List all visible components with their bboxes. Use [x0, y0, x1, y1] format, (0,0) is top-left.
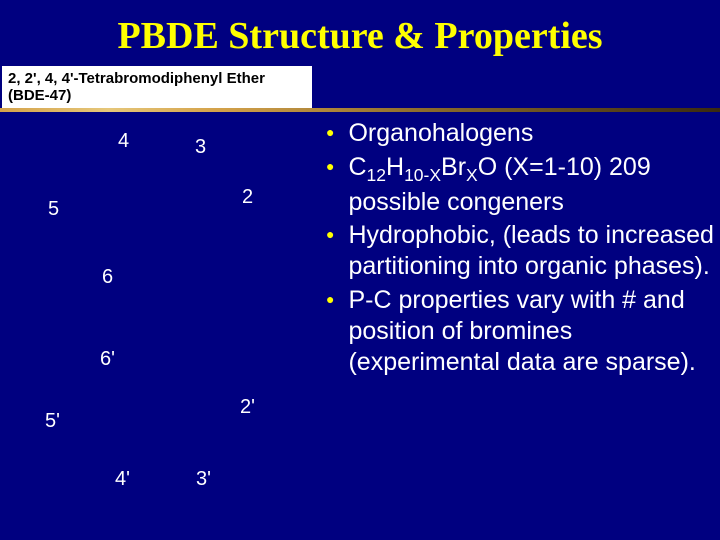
pos-6: 6	[102, 266, 113, 289]
bullet-icon: ●	[324, 220, 348, 252]
pos-4p: 4'	[115, 468, 130, 491]
bullet-4: ● P-C properties vary with # and positio…	[324, 285, 720, 379]
b2-subx: X	[466, 165, 478, 185]
pos-3p: 3'	[196, 468, 211, 491]
pos-4: 4	[118, 130, 129, 153]
b2-h: H	[386, 153, 404, 181]
content-row: 4 3 2 5 6 6' 2' 5' 4' 3' ● Organohalogen…	[0, 112, 720, 518]
b2-sub10x: 10-X	[404, 165, 441, 185]
pos-2p: 2'	[240, 396, 255, 419]
pos-6p: 6'	[100, 348, 115, 371]
subtitle-bar: 2, 2', 4, 4'-Tetrabromodiphenyl Ether (B…	[2, 66, 312, 108]
bullet-icon: ●	[324, 285, 348, 317]
pos-2: 2	[242, 186, 253, 209]
bullet-1: ● Organohalogens	[324, 118, 720, 150]
bullet-3: ● Hydrophobic, (leads to increased parti…	[324, 220, 720, 283]
bullet-2-text: C12H10-XBrXO (X=1-10) 209 possible conge…	[348, 152, 720, 218]
pos-5p: 5'	[45, 410, 60, 433]
b2-br: Br	[441, 153, 466, 181]
bullet-icon: ●	[324, 152, 348, 184]
structure-diagram: 4 3 2 5 6 6' 2' 5' 4' 3'	[0, 118, 320, 518]
bullet-3-text: Hydrophobic, (leads to increased partiti…	[348, 220, 720, 283]
bullet-1-text: Organohalogens	[348, 118, 533, 149]
pos-3: 3	[195, 136, 206, 159]
bullet-2: ● C12H10-XBrXO (X=1-10) 209 possible con…	[324, 152, 720, 218]
b2-sub12: 12	[367, 165, 386, 185]
bullet-4-text: P-C properties vary with # and position …	[348, 285, 720, 379]
b2-c: C	[348, 153, 366, 181]
pos-5: 5	[48, 198, 59, 221]
bullet-list: ● Organohalogens ● C12H10-XBrXO (X=1-10)…	[320, 118, 720, 518]
bullet-icon: ●	[324, 118, 348, 150]
slide-title: PBDE Structure & Properties	[0, 0, 720, 66]
